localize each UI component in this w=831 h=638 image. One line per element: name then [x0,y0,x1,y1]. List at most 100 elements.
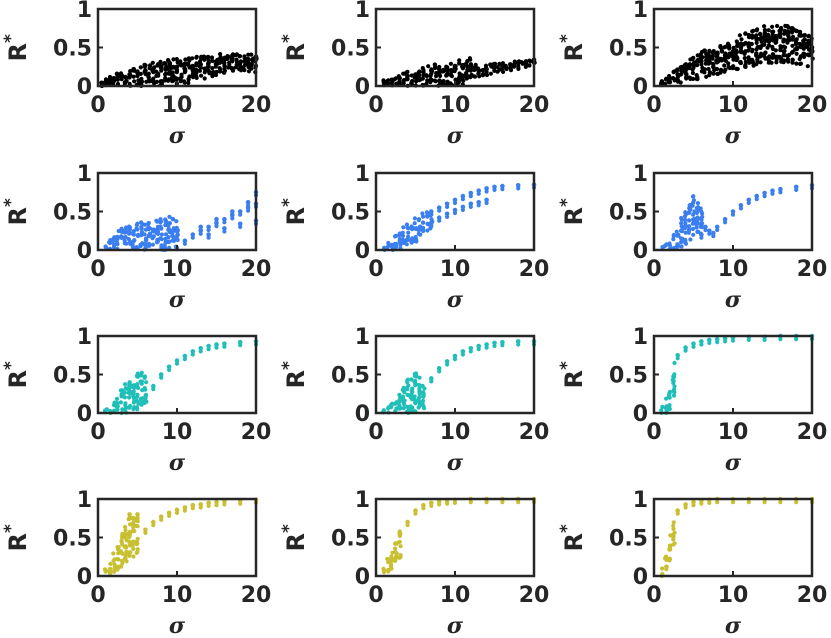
scatter-point [711,71,716,76]
scatter-point [198,231,203,236]
scatter-point [659,79,665,84]
scatter-point [674,229,679,234]
scatter-point [107,77,113,83]
scatter-point [410,405,415,410]
scatter-point [222,60,227,65]
scatter-point [707,48,712,54]
scatter-point [127,231,132,236]
scatter-point [111,551,116,556]
scatter-point [400,230,405,235]
scatter-point [422,406,427,411]
scatter-point [409,388,414,393]
scatter-point [151,234,156,239]
scatter-point [405,523,410,528]
scatter-point [159,517,164,522]
scatter-point [134,385,139,390]
scatter-point [143,238,149,243]
scatter-point [214,345,219,350]
scatter-point [679,221,684,226]
scatter-point [166,78,171,83]
scatter-point [719,48,725,54]
scatter-point [660,566,665,571]
scatter-point [429,212,434,217]
scatter-point [492,187,497,192]
scatter-point [420,398,426,403]
subplot-r3-c3: 0 10 20 0 0.5 1 σ R* [557,325,827,476]
scatter-point [667,241,672,246]
scatter-point [676,233,681,238]
scatter-point [131,74,136,79]
scatter-point [802,32,807,38]
scatter-point [123,524,128,530]
scatter-point [683,239,688,244]
x-tick-label: 20 [519,257,550,282]
scatter-point [190,232,196,237]
scatter-point [166,221,171,226]
scatter-point [222,226,227,231]
scatter-point [790,43,795,48]
scatter-point [778,500,783,505]
scatter-point [691,212,696,217]
scatter-point [405,237,410,242]
y-axis-label-superscript: * [279,361,299,370]
y-tick-label: 1 [355,162,370,187]
scatter-point [730,209,736,214]
y-tick-label: 0 [77,565,92,590]
scatter-point [781,44,786,49]
scatter-point [246,208,251,213]
scatter-point [146,221,151,226]
scatter-point [417,388,422,393]
scatter-point [465,67,470,72]
scatter-point [707,70,713,75]
scatter-point [151,519,156,525]
scatter-point [675,353,680,358]
scatter-point [158,79,163,84]
scatter-point [396,540,401,545]
scatter-point [171,57,176,62]
scatter-point [135,398,140,404]
scatter-point [730,52,736,57]
scatter-point [209,55,215,60]
scatter-point [476,71,481,76]
scatter-point [468,500,473,505]
scatter-point [416,218,421,223]
scatter-point [667,546,672,551]
scatter-point [214,62,219,67]
scatter-point [785,24,790,29]
scatter-point [722,69,727,74]
scatter-point [754,53,759,58]
scatter-point [416,228,421,233]
x-tick-label: 20 [241,583,272,608]
scatter-point [123,534,128,539]
scatter-point [468,74,473,79]
scatter-point [131,546,136,552]
scatter-point [397,530,402,535]
scatter-point [675,356,680,361]
scatter-point [805,64,810,69]
scatter-point [199,73,204,78]
scatter-point [400,394,405,399]
scatter-point [245,200,251,205]
scatter-point [798,29,803,34]
scatter-point [429,503,434,508]
scatter-point [683,217,688,222]
x-tick-label: 20 [797,257,828,282]
scatter-point [437,369,442,374]
y-axis-label-superscript: * [1,361,21,370]
scatter-point [127,515,132,520]
x-axis-label: σ [725,450,742,476]
y-tick-label: 0 [355,402,370,427]
scatter-point [743,31,748,36]
scatter-point [130,244,135,249]
scatter-point [683,68,688,73]
subplot-r2-c2: 0 10 20 0 0.5 1 σ R* [279,162,549,313]
scatter-point [698,206,703,211]
scatter-point [135,519,140,524]
y-tick-label: 0 [355,239,370,264]
scatter-point [762,42,767,47]
scatter-point [222,229,227,234]
scatter-point [512,59,517,64]
scatter-point [794,187,799,192]
scatter-point [182,505,188,510]
scatter-point [230,209,235,214]
